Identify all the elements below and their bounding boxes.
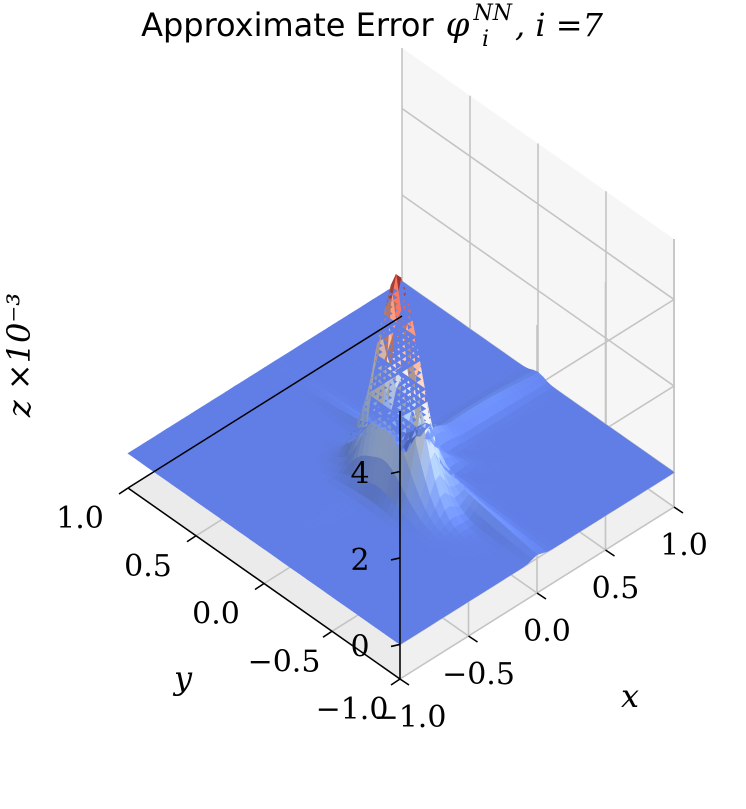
y-tick-mark (322, 630, 333, 638)
svg-text:Approximate Error φ: Approximate Error φ NN i , i =7 (141, 1, 604, 52)
z-tick-label: 4 (350, 457, 369, 492)
z-axis-label-group: z ×10⁻³ (0, 293, 38, 418)
x-tick-label: 0.0 (523, 614, 571, 649)
y-tick-label: −1.0 (316, 692, 389, 727)
title-prefix: Approximate Error (141, 6, 434, 44)
svg-text:z ×10⁻³: z ×10⁻³ (0, 293, 38, 418)
y-axis-label: y (172, 659, 193, 697)
z-tick-label: 0 (350, 629, 369, 664)
surface-patch (127, 449, 139, 458)
z-tick-label: 2 (350, 543, 369, 578)
x-axis-line (127, 315, 403, 489)
y-tick-label: 0.0 (192, 597, 240, 632)
y-tick-label: 1.0 (56, 501, 104, 536)
title-suffix: , i =7 (515, 6, 604, 44)
y-tick-mark (118, 487, 129, 495)
x-tick-mark (673, 506, 684, 514)
y-tick-mark (186, 535, 197, 543)
y-tick-mark (390, 678, 401, 686)
x-axis-label: x (621, 677, 639, 715)
title-superscript: NN (472, 1, 512, 26)
z-tick-mark (390, 557, 401, 561)
x-tick-mark (468, 635, 478, 643)
title-symbol: φ (446, 5, 470, 45)
y-tick-mark (254, 582, 265, 591)
chart-title: Approximate Error φ NN i , i =7 (141, 1, 604, 52)
x-tick-mark (605, 549, 615, 557)
y-tick-label: 0.5 (124, 549, 172, 584)
z-axis-label: z ×10⁻³ (0, 293, 38, 418)
z-tick-mark (390, 470, 401, 475)
x-tick-label: −0.5 (442, 657, 515, 692)
x-tick-label: 0.5 (592, 571, 640, 606)
z-tick-mark (390, 643, 401, 648)
y-tick-label: −0.5 (248, 644, 321, 679)
x-tick-mark (536, 592, 547, 600)
x-tick-label: 1.0 (660, 528, 708, 563)
x-tick-mark (399, 678, 410, 686)
x-tick-label: −1.0 (374, 700, 447, 735)
title-subscript: i (482, 27, 489, 52)
